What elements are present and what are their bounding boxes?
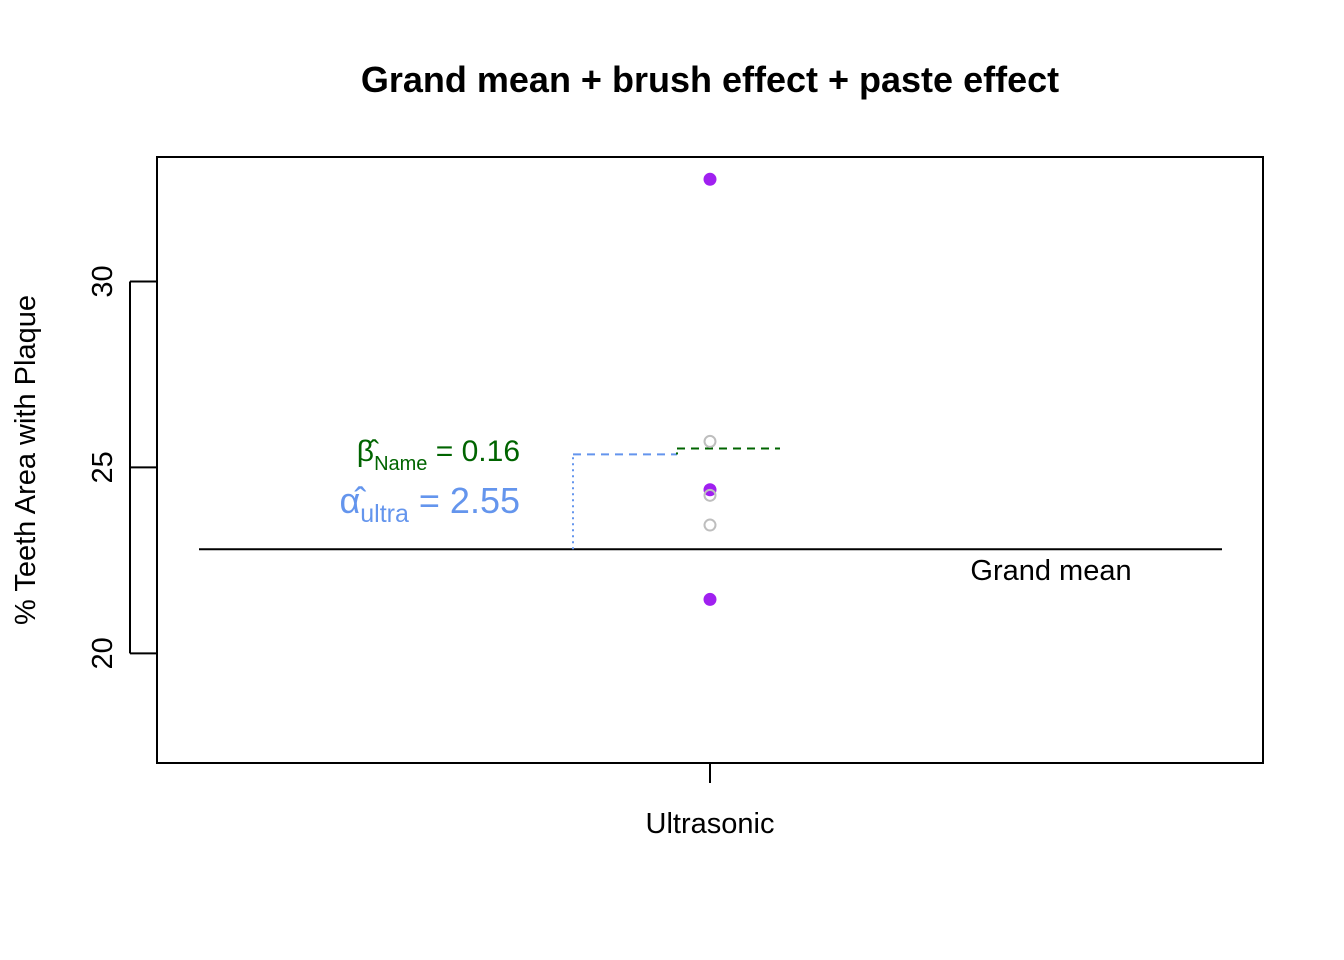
plot-frame <box>156 156 1264 764</box>
x-tick-label: Ultrasonic <box>646 808 775 840</box>
data-point <box>703 518 717 532</box>
effect-lines <box>199 447 1222 551</box>
y-axis: 20 25 30 <box>87 265 157 669</box>
data-point <box>703 488 717 502</box>
y-tick-label: 25 <box>87 451 119 483</box>
grand-mean-label: Grand mean <box>970 555 1131 587</box>
brush-effect-label: α̂ultra = 2.55 <box>339 480 520 528</box>
chart-title: Grand mean + brush effect + paste effect <box>361 59 1059 100</box>
data-point <box>703 592 717 606</box>
effect-labels: Grand mean β̂Name = 0.16 α̂ultra = 2.55 <box>339 435 1131 587</box>
y-tick-label: 30 <box>87 265 119 297</box>
data-points <box>703 172 717 606</box>
y-tick-label: 20 <box>87 637 119 669</box>
x-axis: Ultrasonic <box>646 763 775 840</box>
y-axis-label: % Teeth Area with Plaque <box>10 295 42 625</box>
data-point <box>703 434 717 448</box>
paste-effect-label: β̂Name = 0.16 <box>357 435 520 475</box>
data-point <box>703 172 717 186</box>
